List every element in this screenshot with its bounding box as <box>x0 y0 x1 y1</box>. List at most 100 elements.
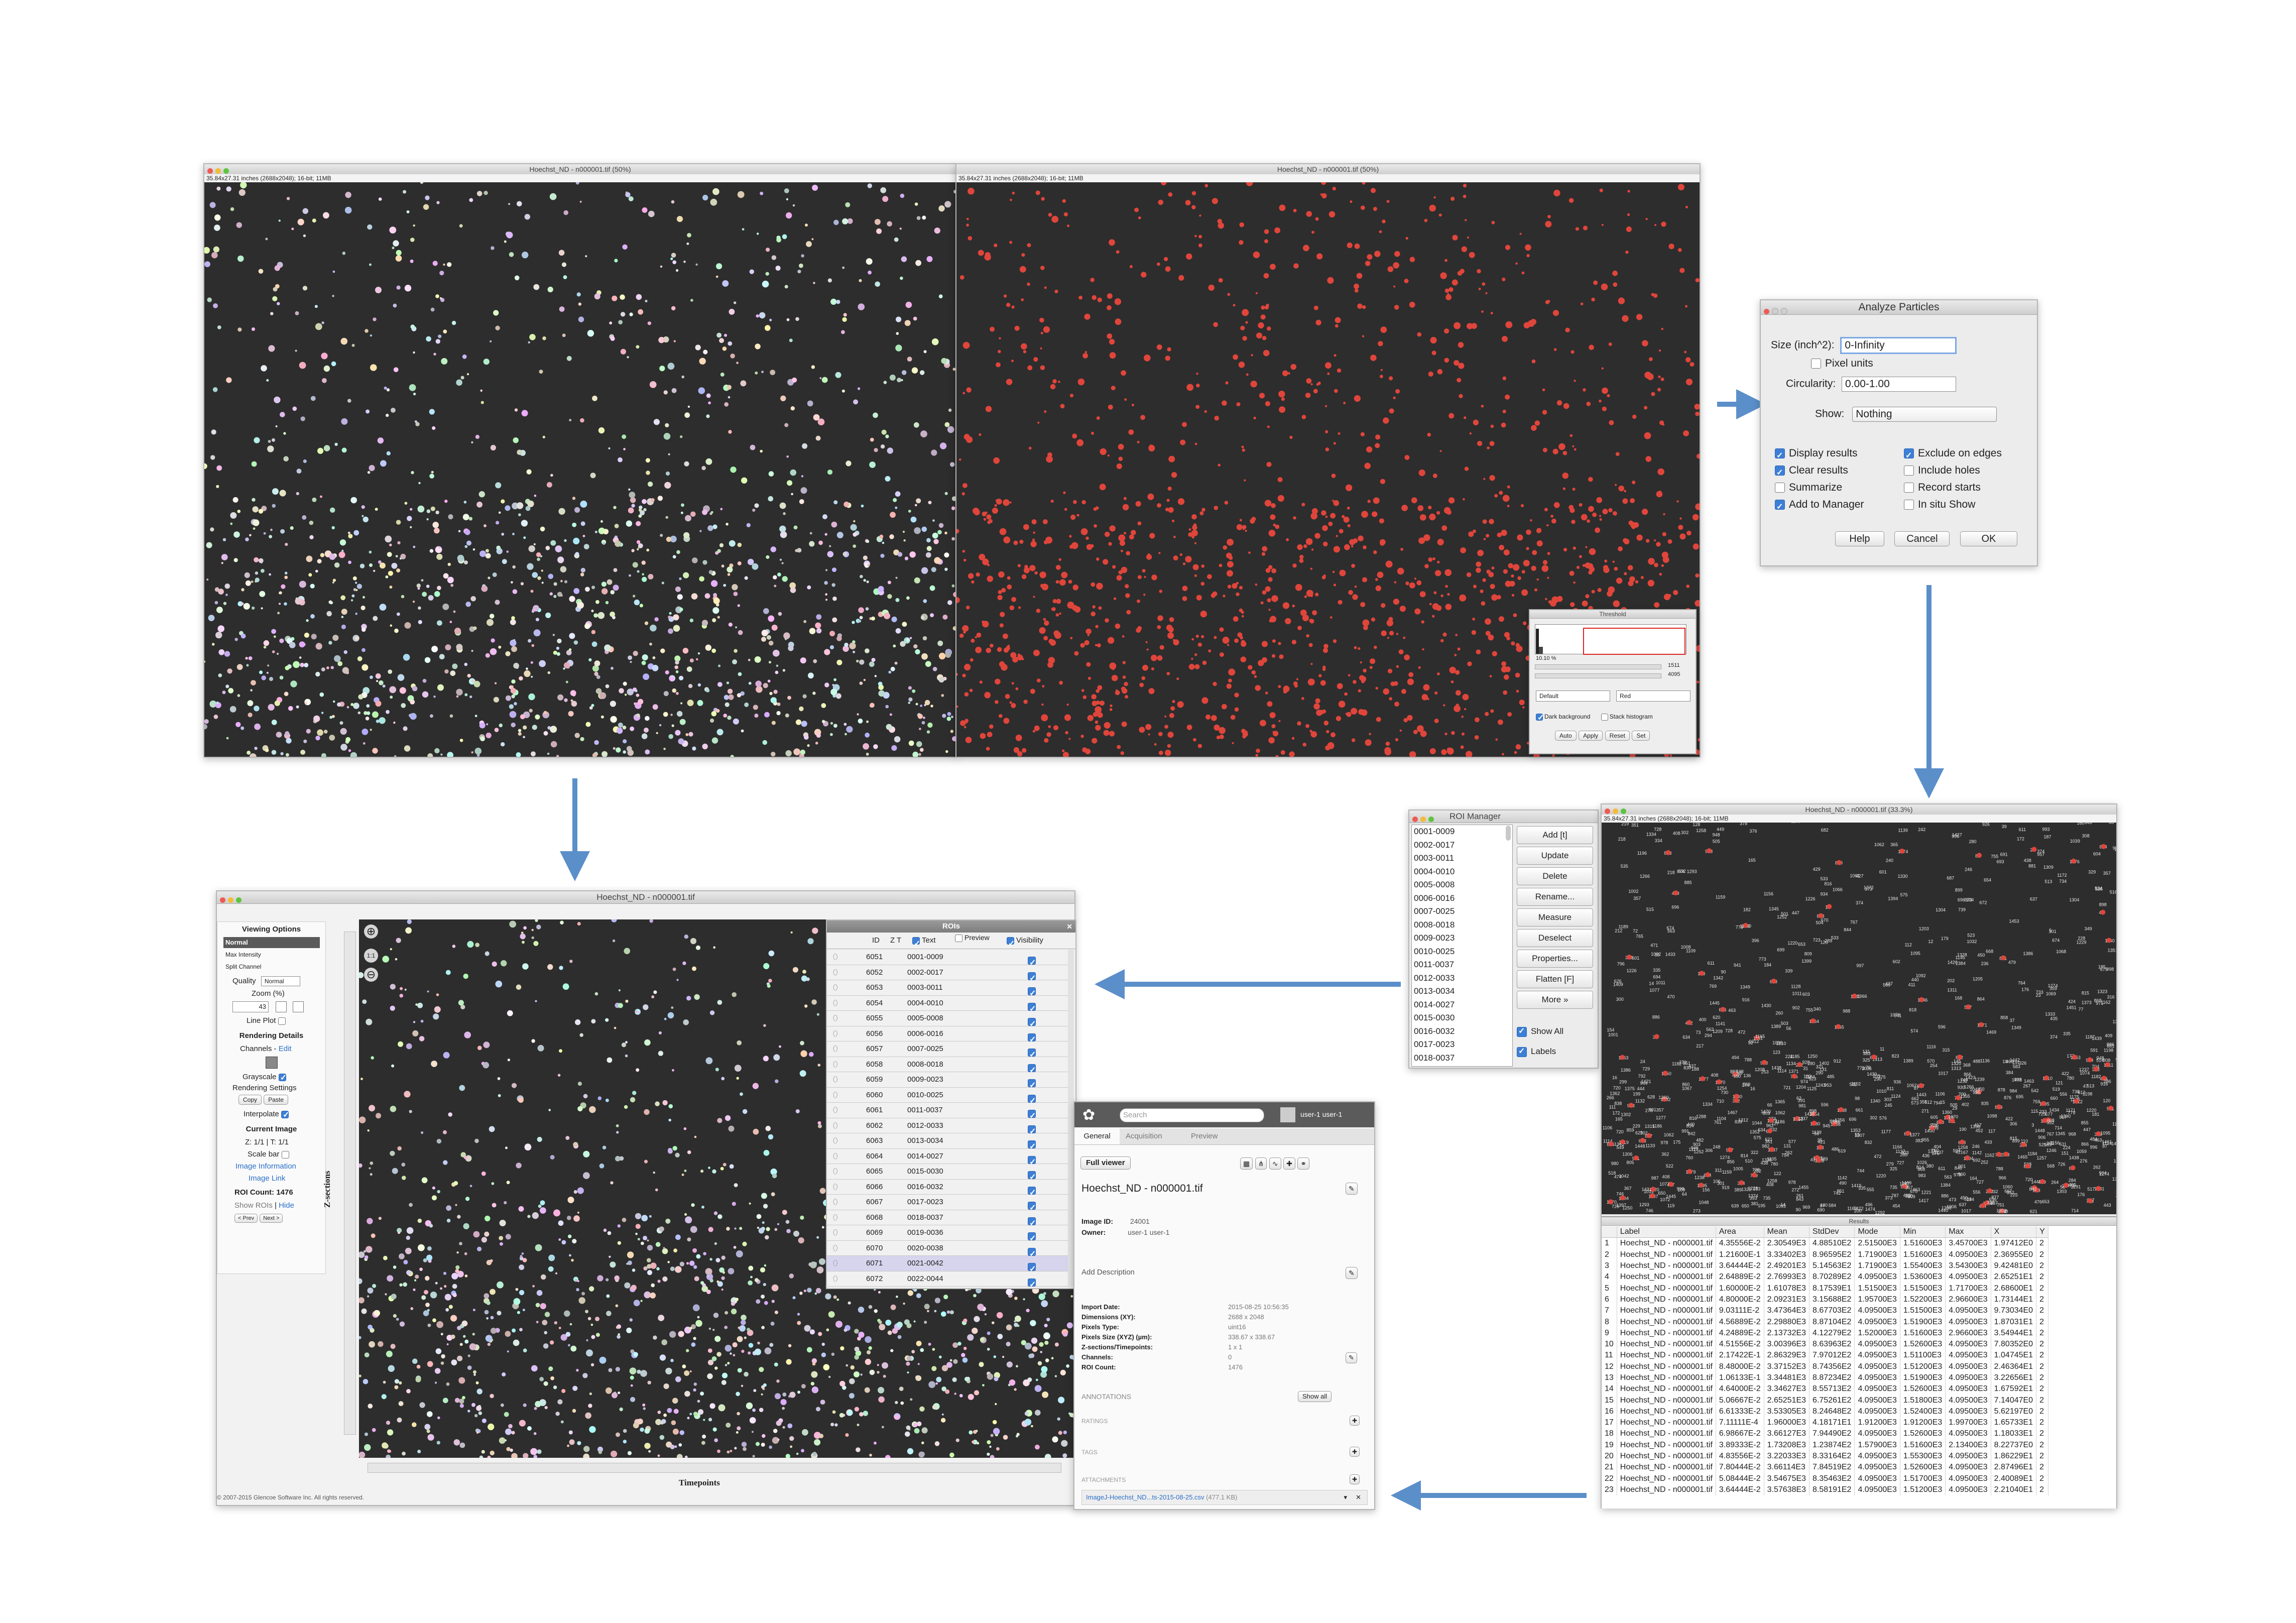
mode-select[interactable]: Red <box>1616 690 1690 702</box>
roi-button[interactable]: More » <box>1517 991 1593 1009</box>
roi-list-item[interactable]: 0011-0037 <box>1414 960 1455 969</box>
option-checkbox[interactable] <box>1904 447 1914 465</box>
zoom-fit-icon[interactable] <box>276 1001 287 1012</box>
show-select[interactable]: Nothing <box>1852 407 1997 422</box>
table-row[interactable]: 14 Hoechst_ND - n000001.tif 4.64000E-2 3.34… <box>1602 1383 2048 1395</box>
table-row[interactable]: 20 Hoechst_ND - n000001.tif 4.83556E-2 3.22… <box>1602 1450 2048 1462</box>
hide-rois-link[interactable]: Hide <box>279 1201 294 1210</box>
show-rois-link[interactable]: Show ROIs <box>234 1201 273 1210</box>
close-icon[interactable] <box>207 168 213 174</box>
roi-list-item[interactable]: 0009-0023 <box>1414 933 1455 943</box>
roi-list-item[interactable]: 0002-0017 <box>1414 840 1455 850</box>
table-row[interactable]: 15 Hoechst_ND - n000001.tif 5.06667E-2 2.65… <box>1602 1395 2048 1406</box>
prev-button[interactable]: < Prev <box>234 1214 258 1223</box>
roi-button[interactable]: Add [t] <box>1517 826 1593 844</box>
table-row[interactable]: 9 Hoechst_ND - n000001.tif 4.24889E-2 2.137… <box>1602 1327 2048 1339</box>
roi-list-item[interactable]: 0015-0030 <box>1414 1013 1455 1022</box>
auto-button[interactable]: Auto <box>1555 731 1577 741</box>
imagej-window-labeled[interactable]: Hoechst_ND - n000001.tif (33.3%) 35.84x2… <box>1601 803 2117 1509</box>
imagej-window-grayscale[interactable]: Hoechst_ND - n000001.tif (50%) 35.84x27.… <box>203 163 957 758</box>
option-checkbox[interactable] <box>1775 499 1785 516</box>
close-icon[interactable] <box>1764 309 1769 314</box>
option-checkbox[interactable] <box>1775 483 1785 493</box>
copy-button[interactable]: Copy <box>238 1095 262 1105</box>
table-row[interactable]: 11 Hoechst_ND - n000001.tif 2.17422E-1 2.86… <box>1602 1350 2048 1361</box>
window-titlebar[interactable]: ROI Manager <box>1409 810 1598 823</box>
roi-button[interactable]: Measure <box>1517 908 1593 926</box>
method-select[interactable]: Default <box>1536 690 1610 702</box>
option-checkbox[interactable] <box>1775 465 1785 482</box>
roi-list-item[interactable]: 0007-0025 <box>1414 906 1455 916</box>
roi-list-item[interactable]: 0004-0010 <box>1414 866 1455 876</box>
nuclei-image-grayscale[interactable] <box>204 182 956 757</box>
channels-edit-link[interactable]: Edit <box>278 1045 292 1053</box>
z-section-slider[interactable] <box>344 932 356 1435</box>
window-titlebar[interactable]: Hoechst_ND - n000001.tif (50%) <box>956 164 1700 175</box>
minimize-icon[interactable] <box>228 897 233 903</box>
dark-background-checkbox[interactable] <box>1536 713 1544 723</box>
stack-histogram-checkbox[interactable] <box>1601 713 1608 721</box>
zoom-reset-icon[interactable] <box>293 1001 304 1012</box>
cancel-button[interactable]: Cancel <box>1894 531 1950 546</box>
table-row[interactable]: 17 Hoechst_ND - n000001.tif 7.11111E-4 1.96… <box>1602 1417 2048 1429</box>
roi-list-item[interactable]: 0018-0037 <box>1414 1053 1455 1063</box>
roi-button[interactable]: Flatten [F] <box>1517 970 1593 988</box>
roi-list-item[interactable]: 0016-0032 <box>1414 1026 1455 1036</box>
table-row[interactable]: 23 Hoechst_ND - n000001.tif 3.64444E-2 3.57… <box>1602 1484 2048 1496</box>
roi-list-item[interactable]: 0012-0033 <box>1414 973 1455 983</box>
table-row[interactable]: 10 Hoechst_ND - n000001.tif 4.51556E-2 3.00… <box>1602 1338 2048 1350</box>
table-row[interactable]: 7 Hoechst_ND - n000001.tif 9.03111E-2 3.473… <box>1602 1305 2048 1317</box>
show-all-checkbox[interactable] <box>1517 1026 1527 1037</box>
option-checkbox[interactable] <box>1904 466 1914 476</box>
roi-list-item[interactable]: 0008-0018 <box>1414 919 1455 930</box>
quality-select[interactable]: Normal <box>261 976 300 986</box>
image-link[interactable]: Image Link <box>249 1174 286 1183</box>
labels-checkbox[interactable] <box>1517 1046 1527 1057</box>
help-button[interactable]: Help <box>1835 531 1884 546</box>
close-icon[interactable] <box>1412 817 1418 822</box>
low-slider[interactable] <box>1535 664 1661 669</box>
table-row[interactable]: 5 Hoechst_ND - n000001.tif 1.60000E-2 1.610… <box>1602 1283 2048 1294</box>
roi-list-item[interactable]: 0001-0009 <box>1414 827 1455 836</box>
grayscale-checkbox[interactable] <box>278 1073 287 1083</box>
minimize-icon[interactable] <box>1772 308 1778 314</box>
next-button[interactable]: Next > <box>260 1214 283 1223</box>
roi-manager-window[interactable]: ROI Manager 0001-0009 0002-0017 0003-0011 0… <box>1408 809 1599 1069</box>
roi-button[interactable]: Delete <box>1517 867 1593 885</box>
table-row[interactable]: 22 Hoechst_ND - n000001.tif 5.08444E-2 3.54… <box>1602 1473 2048 1484</box>
table-row[interactable]: 19 Hoechst_ND - n000001.tif 3.89333E-2 1.73… <box>1602 1439 2048 1451</box>
pixel-units-checkbox[interactable] <box>1811 359 1821 369</box>
option-checkbox[interactable] <box>1775 447 1785 465</box>
threshold-dialog[interactable]: Threshold 10.10 % 1511 4095 Default Red … <box>1529 609 1697 754</box>
high-slider[interactable] <box>1535 673 1661 678</box>
omero-viewer-window[interactable]: Hoechst_ND - n000001.tif Viewing Options… <box>216 890 1076 1506</box>
paste-button[interactable]: Paste <box>264 1095 288 1105</box>
table-row[interactable]: 13 Hoechst_ND - n000001.tif 1.06133E-1 3.34… <box>1602 1372 2048 1384</box>
minimize-icon[interactable] <box>1420 817 1426 822</box>
scale-bar-checkbox[interactable] <box>281 1150 289 1158</box>
set-button[interactable]: Set <box>1632 731 1650 741</box>
table-row[interactable]: 8 Hoechst_ND - n000001.tif 4.56889E-2 2.298… <box>1602 1316 2048 1328</box>
table-row[interactable]: 12 Hoechst_ND - n000001.tif 8.48000E-2 3.37… <box>1602 1361 2048 1372</box>
table-row[interactable]: 4 Hoechst_ND - n000001.tif 2.64889E-2 2.769… <box>1602 1271 2048 1283</box>
dialog-titlebar[interactable]: Analyze Particles <box>1761 300 2037 315</box>
close-icon[interactable] <box>220 897 225 903</box>
table-row[interactable]: 2 Hoechst_ND - n000001.tif 1.21600E-1 3.334… <box>1602 1249 2048 1260</box>
minimize-icon[interactable] <box>1613 808 1618 814</box>
zoom-icon[interactable] <box>223 168 229 174</box>
results-table[interactable]: Label Area Mean StdDev Mode Min Max X Y 1 Hoechst_… <box>1602 1226 2048 1496</box>
roi-list[interactable]: 0001-0009 0002-0017 0003-0011 0004-0010 0005… <box>1411 825 1513 1067</box>
zoom-icon[interactable] <box>1428 817 1434 822</box>
results-titlebar[interactable]: Results <box>1602 1217 2116 1226</box>
roi-list-item[interactable]: 0010-0025 <box>1414 946 1455 956</box>
zoom-input[interactable]: 43 <box>232 1001 269 1012</box>
roi-list-scrollbar[interactable] <box>1506 826 1511 841</box>
zoom-icon[interactable] <box>1621 808 1626 814</box>
mode-normal[interactable]: Normal <box>223 937 320 948</box>
window-titlebar[interactable]: Hoechst_ND - n000001.tif (33.3%) <box>1602 804 2116 815</box>
option-checkbox[interactable] <box>1904 483 1914 493</box>
ok-button[interactable]: OK <box>1960 531 2017 546</box>
apply-button[interactable]: Apply <box>1579 731 1603 741</box>
circularity-input[interactable]: 0.00-1.00 <box>1842 377 1957 392</box>
analyze-particles-dialog[interactable]: Analyze Particles Size (inch^2): 0-Infin… <box>1760 299 2038 566</box>
